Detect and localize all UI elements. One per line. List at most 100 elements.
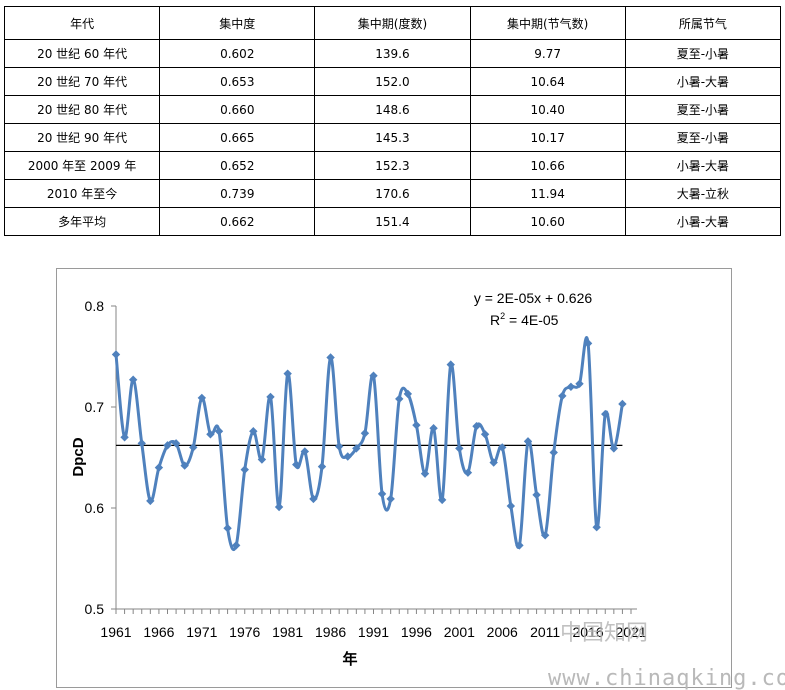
- data-point-2006: [498, 443, 507, 452]
- data-point-1996: [412, 420, 421, 430]
- data-point-1966: [154, 463, 164, 472]
- data-point-1981: [283, 369, 292, 378]
- x-tick-label: 1976: [229, 624, 260, 640]
- data-point-2001: [455, 444, 464, 453]
- x-tick-label: 1986: [315, 624, 346, 640]
- series-dpcd: [111, 336, 627, 551]
- data-point-1987: [334, 442, 344, 451]
- data-point-1983: [300, 447, 310, 456]
- data-point-1992: [377, 489, 387, 499]
- cell-solar-term: 小暑-大暑: [624, 207, 782, 236]
- data-point-1974: [223, 524, 232, 533]
- trend-equation: y = 2E-05x + 0.626: [474, 290, 593, 306]
- x-tick-label: 1991: [358, 624, 389, 640]
- data-point-1962: [120, 433, 129, 442]
- cell-era: 20 世纪 90 年代: [3, 123, 161, 152]
- cell-period-degree: 152.3: [314, 151, 471, 180]
- cell-period-solar-terms: 9.77: [469, 39, 626, 68]
- data-point-1995: [403, 389, 413, 399]
- axes: 0.5 0.6 0.7 0.8 1961 1966 1971 1976 1981 1986 1991…: [85, 298, 647, 640]
- data-point-1980: [274, 502, 284, 512]
- x-tick-label: 1966: [143, 624, 174, 640]
- data-point-1965: [146, 496, 155, 506]
- table-row: 20 世纪 90 年代 0.665 145.3 10.17 夏至-小暑: [3, 123, 782, 152]
- chart-frame: [56, 268, 732, 688]
- cell-solar-term: 小暑-大暑: [624, 151, 782, 180]
- data-point-2002: [463, 468, 473, 477]
- data-point-1968: [171, 439, 181, 448]
- data-point-2000: [446, 360, 455, 369]
- data-point-1990: [360, 429, 370, 438]
- data-point-2013: [558, 391, 567, 401]
- y-tick-label: 0.6: [85, 500, 105, 516]
- data-point-2009: [523, 437, 533, 446]
- data-point-1967: [163, 441, 172, 450]
- data-point-1986: [326, 353, 335, 362]
- x-tick-label: 1996: [401, 624, 432, 640]
- data-point-1970: [189, 443, 198, 452]
- data-point-1997: [420, 469, 430, 478]
- cell-period-degree: 152.0: [314, 67, 471, 96]
- data-point-1985: [317, 462, 327, 471]
- cell-solar-term: 夏至-小暑: [624, 123, 782, 152]
- x-tick-label: 1961: [100, 624, 131, 640]
- cell-era: 2010 年至今: [3, 179, 161, 208]
- watermark-url: www.chinaqking.com: [548, 666, 785, 690]
- data-point-1961: [111, 350, 121, 359]
- x-tick-label: 2001: [444, 624, 475, 640]
- data-point-2019: [609, 444, 619, 453]
- data-point-1963: [128, 375, 138, 384]
- data-point-1975: [231, 541, 241, 550]
- r-squared-prefix: R: [490, 312, 500, 328]
- data-point-1988: [343, 452, 352, 461]
- cell-era: 多年平均: [3, 207, 161, 236]
- cell-period-degree: 139.6: [314, 39, 471, 68]
- data-point-1964: [137, 439, 146, 448]
- data-point-2004: [480, 430, 490, 439]
- y-tick-label: 0.5: [85, 601, 105, 617]
- col-header-solar-term: 所属节气: [624, 6, 782, 40]
- data-point-2005: [489, 458, 498, 467]
- cell-era: 2000 年至 2009 年: [3, 151, 161, 180]
- cell-solar-term: 小暑-大暑: [624, 67, 782, 96]
- x-tick-label: 2006: [487, 624, 518, 640]
- table-row: 20 世纪 70 年代 0.653 152.0 10.64 小暑-大暑: [3, 67, 782, 96]
- data-point-2015: [575, 379, 584, 388]
- col-header-concentration: 集中度: [159, 6, 316, 40]
- data-point-1972: [206, 430, 215, 439]
- data-point-1991: [369, 371, 378, 380]
- y-tick-label: 0.7: [85, 399, 105, 415]
- r-squared-superscript: 2: [500, 311, 505, 321]
- data-point-1978: [257, 455, 267, 464]
- cell-period-degree: 170.6: [314, 179, 471, 208]
- table-row: 2000 年至 2009 年 0.652 152.3 10.66 小暑-大暑: [3, 151, 782, 180]
- r-squared-value: = 4E-05: [505, 312, 559, 328]
- cell-period-solar-terms: 10.60: [469, 207, 626, 236]
- x-tick-label: 2016: [573, 624, 604, 640]
- x-tick-label: 2021: [615, 624, 646, 640]
- table-row: 20 世纪 60 年代 0.602 139.6 9.77 夏至-小暑: [3, 39, 782, 68]
- series-line: [114, 336, 624, 551]
- data-point-2003: [472, 421, 481, 431]
- x-axis-title: 年: [342, 650, 357, 668]
- x-tick-label: 1971: [186, 624, 217, 640]
- data-point-2008: [515, 541, 524, 550]
- data-point-1989: [352, 444, 361, 453]
- data-point-2012: [549, 448, 558, 457]
- data-point-1973: [214, 427, 224, 436]
- data-point-1976: [240, 465, 249, 474]
- data-point-1977: [249, 427, 258, 436]
- data-point-1984: [309, 494, 318, 504]
- data-point-2011: [540, 531, 550, 540]
- x-tick-label: 1981: [272, 624, 303, 640]
- data-point-1979: [266, 392, 275, 402]
- cell-solar-term: 夏至-小暑: [624, 95, 782, 124]
- cell-era: 20 世纪 70 年代: [3, 67, 161, 96]
- table-row: 20 世纪 80 年代 0.660 148.6 10.40 夏至-小暑: [3, 95, 782, 124]
- data-point-1999: [437, 495, 447, 505]
- table-row: 多年平均 0.662 151.4 10.60 小暑-大暑: [3, 207, 782, 236]
- cell-solar-term: 夏至-小暑: [624, 39, 782, 68]
- data-point-2017: [592, 522, 601, 532]
- data-point-1994: [395, 394, 404, 404]
